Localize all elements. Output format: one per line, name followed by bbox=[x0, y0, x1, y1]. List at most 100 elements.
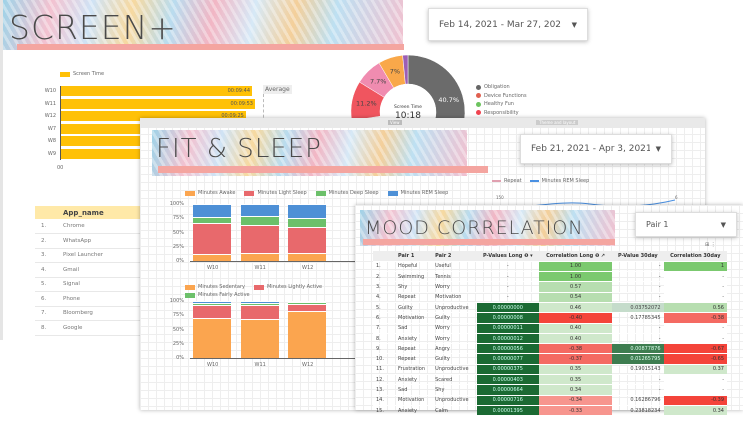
y-tick-label: 0% bbox=[176, 258, 184, 264]
stacked-bar-segment[interactable] bbox=[240, 253, 279, 261]
column-header[interactable]: P-Value 30day bbox=[612, 251, 664, 262]
table-row[interactable]: 4. Gmail bbox=[35, 262, 143, 278]
legend-item[interactable]: Minutes Fairly Active bbox=[185, 292, 250, 298]
pvalue-30day-cell: 0.19015143 bbox=[612, 364, 664, 376]
table-row[interactable]: 1. Hopeful Useful -1.00-1 bbox=[373, 261, 727, 273]
table-options-icon[interactable]: ⊞ ⋮ bbox=[705, 242, 716, 248]
stacked-bar-segment[interactable] bbox=[240, 204, 279, 216]
legend-item[interactable]: Minutes Awake bbox=[185, 190, 235, 196]
app-name-cell: Pixel Launcher bbox=[57, 248, 143, 263]
slice-label: 7.7% bbox=[370, 78, 387, 86]
row-number: 8. bbox=[373, 333, 395, 345]
stacked-bar-segment[interactable] bbox=[193, 216, 231, 224]
stacked-bar-segment[interactable] bbox=[288, 253, 326, 261]
legend-item[interactable]: Minutes Lightly Active bbox=[253, 284, 322, 290]
stacked-bar-segment[interactable] bbox=[193, 301, 231, 304]
pvalue-long-cell: 0.00000000 bbox=[476, 302, 540, 314]
table-row[interactable]: 7. Sad Worry 0.00000011 0.40- - bbox=[373, 323, 727, 334]
legend-label: Device Functions bbox=[484, 92, 527, 99]
legend-item[interactable]: Minutes Sedentary bbox=[185, 284, 245, 290]
stacked-bar-segment[interactable] bbox=[240, 302, 279, 305]
stacked-bar-segment[interactable] bbox=[240, 304, 279, 320]
app-name-header[interactable]: App_name bbox=[35, 206, 143, 219]
column-header[interactable]: Pair 2 bbox=[432, 251, 477, 262]
stacked-bar-segment[interactable] bbox=[288, 226, 326, 254]
table-row[interactable]: 12. Anxiety Scared 0.00000403 0.35- - bbox=[373, 374, 727, 386]
legend-item[interactable]: Responsibility bbox=[476, 110, 527, 116]
row-number: 11. bbox=[373, 364, 395, 376]
table-row[interactable]: 14. Motivation Unproductive 0.00000716 -0.34… bbox=[373, 395, 727, 406]
table-row[interactable]: 15. Anxiety Calm 0.00001395 -0.33 0.23818234 0… bbox=[373, 405, 727, 417]
stacked-bar-segment[interactable] bbox=[193, 253, 231, 261]
stacked-bar-segment[interactable] bbox=[193, 223, 231, 254]
stacked-bar-segment[interactable] bbox=[288, 217, 326, 227]
table-row[interactable]: 13. Sad Shy 0.00000664 0.34- - bbox=[373, 384, 727, 396]
correlation-30day-cell: - bbox=[663, 292, 727, 303]
date-range-picker[interactable]: Feb 14, 2021 - Mar 27, 202 ▼ bbox=[428, 8, 588, 41]
correlation-long-cell: 0.46 bbox=[539, 302, 613, 314]
correlation-30day-cell: - bbox=[663, 374, 727, 386]
stacked-bar-segment[interactable] bbox=[193, 304, 231, 319]
stacked-bar-segment[interactable] bbox=[288, 204, 326, 218]
stacked-bar-segment[interactable] bbox=[240, 224, 279, 254]
table-row[interactable]: 6. Motivation Guilty 0.00000008 -0.40 0.17785… bbox=[373, 312, 727, 324]
column-header[interactable] bbox=[373, 251, 395, 262]
screen-time-bar[interactable]: 00:09:25 bbox=[61, 111, 246, 121]
table-row[interactable]: 2. Swimming Tennis -1.00- - bbox=[373, 271, 727, 283]
column-header[interactable]: Correlation Long ❶ ↗ bbox=[539, 251, 613, 262]
view-button[interactable]: View bbox=[388, 120, 402, 125]
legend-item[interactable]: Repeat bbox=[492, 178, 522, 184]
row-number: 15. bbox=[373, 405, 395, 417]
column-header[interactable]: P-Values Long ❶ ▾ bbox=[476, 251, 540, 262]
stacked-bar-segment[interactable] bbox=[288, 302, 326, 304]
table-row[interactable]: 3. Pixel Launcher bbox=[35, 248, 143, 263]
pair-dropdown[interactable]: Pair 1 ▼ bbox=[635, 212, 737, 237]
legend-item[interactable]: Minutes Light Sleep bbox=[244, 190, 307, 196]
pvalue-30day-cell: - bbox=[612, 281, 664, 293]
table-row[interactable]: 6. Phone bbox=[35, 291, 143, 307]
stacked-bar-segment[interactable] bbox=[240, 301, 279, 303]
column-header[interactable]: Pair 1 bbox=[395, 251, 433, 262]
table-row[interactable]: 8. Anxiety Worry 0.00000012 0.40- - bbox=[373, 333, 727, 345]
table-row[interactable]: 10. Repeat Guilty 0.00000077 -0.37 0.01265795… bbox=[373, 353, 727, 365]
row-number: 8. bbox=[35, 320, 57, 336]
legend-item[interactable]: Minutes Deep Sleep bbox=[315, 190, 379, 196]
dropdown-arrow-icon: ▼ bbox=[720, 220, 726, 229]
legend-item[interactable]: Healthy Fun bbox=[476, 101, 527, 107]
fit-date-range-picker[interactable]: Feb 21, 2021 - Apr 3, 2021 ▼ bbox=[520, 134, 672, 164]
legend-label: Minutes Awake bbox=[198, 190, 236, 196]
stacked-bar-segment[interactable] bbox=[240, 319, 279, 358]
row-number: 5. bbox=[373, 302, 395, 314]
screen-time-bar[interactable]: 00:09:53 bbox=[61, 98, 255, 109]
legend-item[interactable]: Minutes REM Sleep bbox=[387, 190, 448, 196]
column-header[interactable]: Correlation 30day bbox=[663, 251, 727, 262]
table-row[interactable]: 7. Bloomberg bbox=[35, 306, 143, 321]
legend-item[interactable]: Minutes REM Sleep bbox=[529, 178, 589, 184]
legend-item[interactable]: Device Functions bbox=[476, 93, 527, 99]
stacked-bar-segment[interactable] bbox=[288, 310, 326, 358]
table-row[interactable]: 4. Repeat Motivation -0.54- - bbox=[373, 292, 727, 303]
fit-date-text: Feb 21, 2021 - Apr 3, 2021 bbox=[531, 144, 650, 154]
table-row[interactable]: 2. WhatsApp bbox=[35, 233, 143, 249]
stacked-bar-segment[interactable] bbox=[193, 318, 231, 358]
stacked-bar-segment[interactable] bbox=[288, 303, 326, 311]
pvalue-30day-cell: - bbox=[612, 292, 664, 303]
legend-dot bbox=[476, 84, 481, 90]
legend-item[interactable]: Obligation bbox=[476, 84, 527, 90]
y-tick-label: W12 bbox=[44, 113, 56, 119]
screen-time-bar[interactable]: 00:09:44 bbox=[61, 86, 253, 96]
stacked-bar-segment[interactable] bbox=[288, 301, 326, 303]
stacked-bar-segment[interactable] bbox=[240, 215, 279, 225]
theme-layout-button[interactable]: Theme and layout bbox=[536, 120, 579, 125]
stacked-bar-segment[interactable] bbox=[193, 204, 231, 217]
table-row[interactable]: 5. Guilty Unproductive 0.00000000 0.46 0.0375… bbox=[373, 302, 727, 314]
table-row[interactable]: 1. Chrome bbox=[35, 219, 143, 234]
table-row[interactable]: 11. Frustration Unproductive 0.00000375 0.35… bbox=[373, 364, 727, 376]
table-row[interactable]: 5. Signal bbox=[35, 277, 143, 292]
pair2-cell: Unproductive bbox=[432, 395, 477, 406]
pair2-cell: Scared bbox=[432, 374, 477, 386]
table-row[interactable]: 3. Shy Worry -0.57- - bbox=[373, 281, 727, 293]
table-row[interactable]: 9. Repeat Angry 0.00000056 -0.38 0.00877876 -0… bbox=[373, 343, 727, 355]
table-row[interactable]: 8. Google bbox=[35, 320, 143, 336]
stacked-bar-segment[interactable] bbox=[193, 303, 231, 305]
